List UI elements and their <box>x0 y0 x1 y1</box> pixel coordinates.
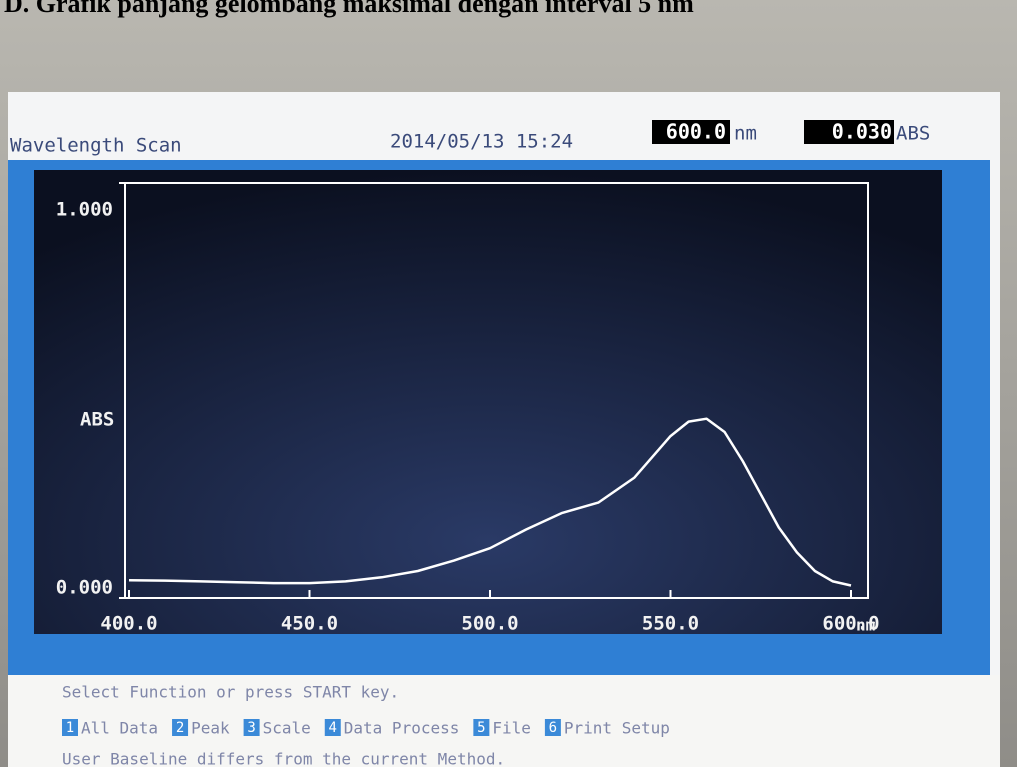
x-tick-label: 500.0 <box>461 613 518 635</box>
menu-key: 3 <box>247 720 255 736</box>
menu-item[interactable]: Data Process <box>344 719 460 738</box>
menu-item[interactable]: All Data <box>81 719 158 738</box>
x-tick-label: 400.0 <box>100 613 157 635</box>
menu-key: 4 <box>329 720 337 736</box>
x-tick-label: 450.0 <box>281 613 338 635</box>
mode-title: Wavelength Scan <box>10 135 182 157</box>
absorbance: 0.030 <box>832 120 892 144</box>
absorbance-unit: ABS <box>896 123 930 145</box>
x-tick-label: 600.0 <box>822 613 879 635</box>
caption: D. Grafik panjang gelombang maksimal den… <box>4 0 694 18</box>
menu-item[interactable]: Scale <box>263 719 311 738</box>
y-axis-label: ABS <box>80 409 114 431</box>
datetime: 2014/05/13 15:24 <box>390 131 573 153</box>
screen-photo: D. Grafik panjang gelombang maksimal den… <box>0 0 1017 767</box>
wavelength: 600.0 <box>666 120 726 144</box>
page: {"caption": "D. Grafik panjang gelombang… <box>0 0 1017 767</box>
prompt: Select Function or press START key. <box>62 683 399 702</box>
menu-item[interactable]: Peak <box>191 719 230 738</box>
plot-panel <box>34 170 942 634</box>
y-tick-label: 0.000 <box>56 577 113 599</box>
menu-key: 5 <box>477 720 485 736</box>
x-tick-label: 550.0 <box>642 613 699 635</box>
menu-key: 6 <box>549 720 557 736</box>
wavelength-unit: nm <box>734 123 757 145</box>
menu-item[interactable]: Print Setup <box>564 719 670 738</box>
message: User Baseline differs from the current M… <box>62 750 505 767</box>
y-tick-label: 1.000 <box>56 199 113 221</box>
menu-key: 1 <box>66 720 74 736</box>
menu-key: 2 <box>176 720 184 736</box>
menu-item[interactable]: File <box>492 719 531 738</box>
